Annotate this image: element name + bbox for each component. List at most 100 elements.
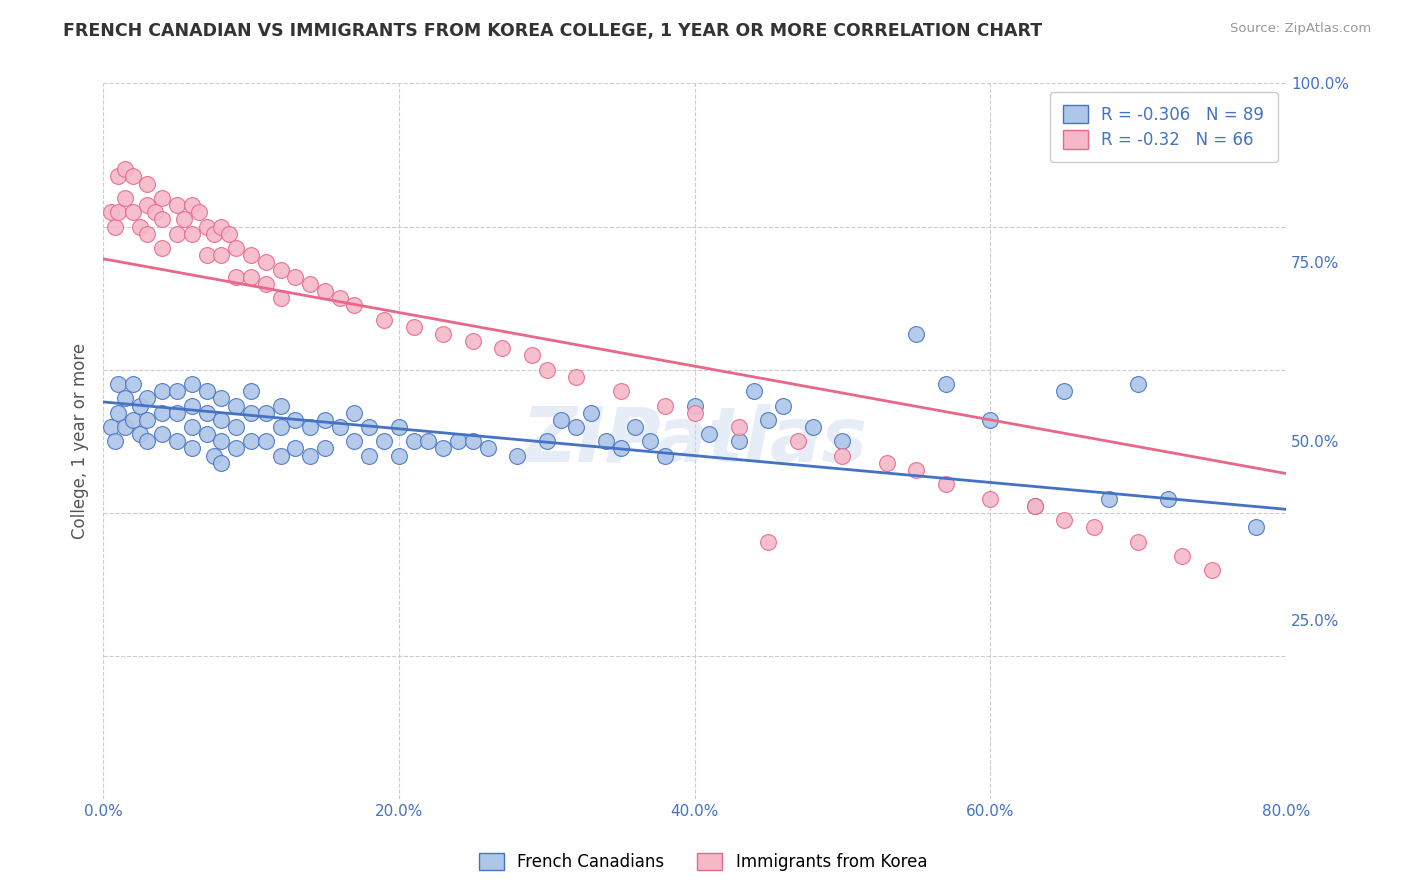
Point [359,449,381,463]
Point [447,434,470,449]
Point [1083,520,1105,534]
Point [935,477,957,491]
Point [1053,513,1076,527]
Point [299,277,322,291]
Point [209,434,232,449]
Point [314,284,336,298]
Point [195,427,218,442]
Point [343,406,366,420]
Point [209,219,232,234]
Point [195,219,218,234]
Point [461,334,484,348]
Point [609,384,631,399]
Point [536,362,558,376]
Point [195,406,218,420]
Point [129,219,152,234]
Point [254,434,277,449]
Point [758,413,780,427]
Point [209,248,232,262]
Point [202,227,225,241]
Point [240,406,263,420]
Point [136,227,159,241]
Point [284,269,307,284]
Point [114,162,136,177]
Point [1246,520,1268,534]
Point [876,456,898,470]
Point [728,420,751,434]
Point [314,413,336,427]
Point [225,269,247,284]
Point [107,169,129,184]
Point [180,227,202,241]
Point [195,384,218,399]
Point [143,205,166,219]
Point [209,392,232,406]
Point [150,191,173,205]
Point [373,312,395,326]
Point [979,491,1001,506]
Point [772,399,794,413]
Point [209,456,232,470]
Point [1201,563,1223,577]
Legend: R = -0.306   N = 89, R = -0.32   N = 66: R = -0.306 N = 89, R = -0.32 N = 66 [1050,92,1278,162]
Y-axis label: College, 1 year or more: College, 1 year or more [72,343,89,540]
Point [254,406,277,420]
Point [461,434,484,449]
Point [240,434,263,449]
Point [150,241,173,255]
Point [270,449,292,463]
Point [180,399,202,413]
Point [107,377,129,392]
Point [180,377,202,392]
Point [536,434,558,449]
Point [114,392,136,406]
Point [402,319,425,334]
Text: ZIPatlas: ZIPatlas [522,404,868,478]
Point [343,434,366,449]
Point [136,392,159,406]
Point [299,420,322,434]
Point [254,255,277,269]
Point [100,420,122,434]
Point [432,326,454,341]
Point [180,198,202,212]
Point [550,413,572,427]
Point [388,420,411,434]
Point [299,449,322,463]
Point [114,191,136,205]
Point [402,434,425,449]
Point [1171,549,1194,563]
Point [136,413,159,427]
Point [935,377,957,392]
Point [742,384,765,399]
Point [225,420,247,434]
Point [1097,491,1119,506]
Point [359,420,381,434]
Point [979,413,1001,427]
Point [654,449,676,463]
Point [329,420,352,434]
Point [225,241,247,255]
Point [180,420,202,434]
Point [831,449,853,463]
Point [225,399,247,413]
Point [121,413,143,427]
Point [180,442,202,456]
Point [1024,499,1046,513]
Point [166,406,188,420]
Point [343,298,366,312]
Point [565,370,588,384]
Point [579,406,602,420]
Point [624,420,647,434]
Point [240,248,263,262]
Point [787,434,810,449]
Point [1126,377,1149,392]
Point [121,377,143,392]
Point [801,420,824,434]
Point [638,434,661,449]
Point [758,534,780,549]
Text: FRENCH CANADIAN VS IMMIGRANTS FROM KOREA COLLEGE, 1 YEAR OR MORE CORRELATION CHA: FRENCH CANADIAN VS IMMIGRANTS FROM KOREA… [63,22,1042,40]
Point [107,406,129,420]
Point [136,177,159,191]
Point [1024,499,1046,513]
